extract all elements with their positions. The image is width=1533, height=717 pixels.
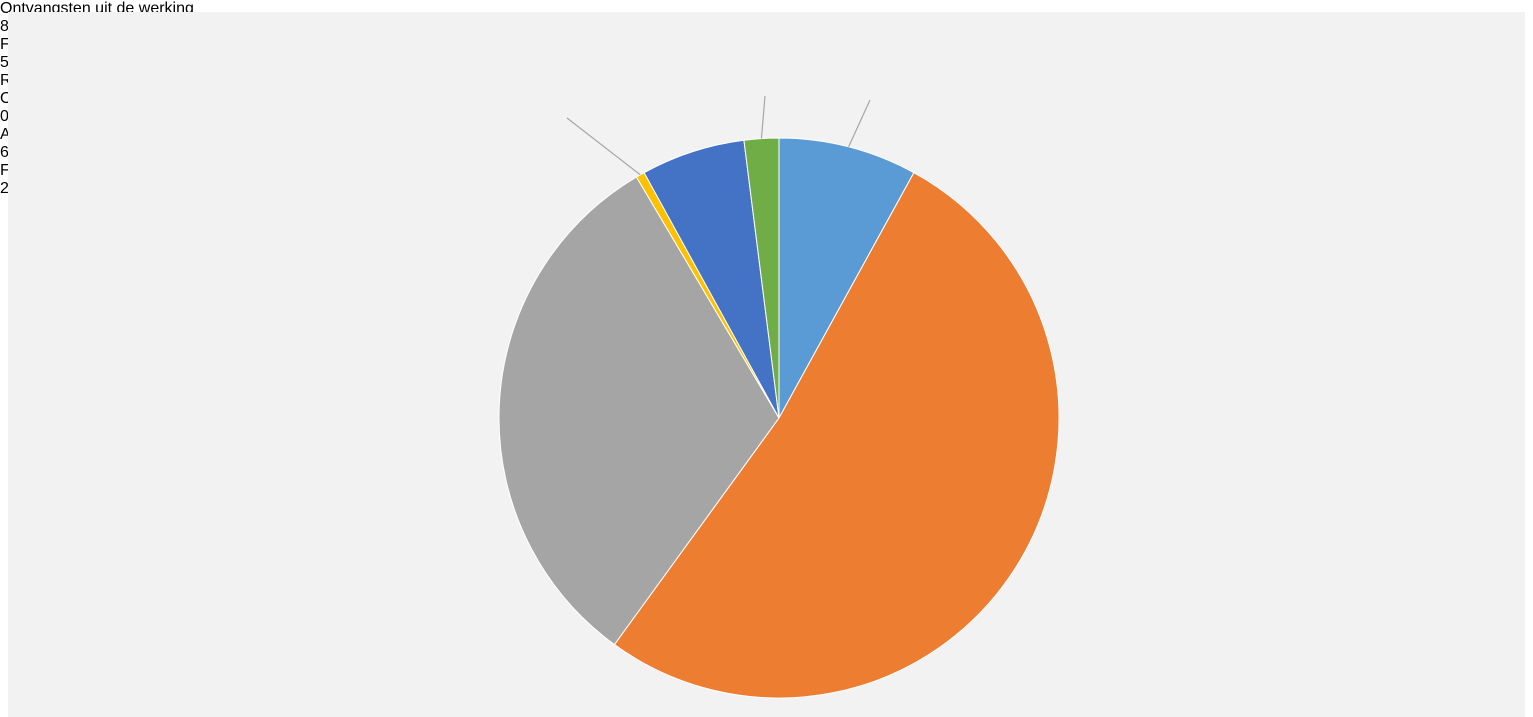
pie-slice — [743, 137, 780, 419]
leader-line — [760, 95, 766, 139]
pie-slice — [498, 176, 780, 646]
leader-line — [566, 117, 641, 176]
pie-slice — [778, 137, 915, 419]
leader-line — [848, 99, 871, 148]
pie-slice — [613, 171, 1060, 699]
